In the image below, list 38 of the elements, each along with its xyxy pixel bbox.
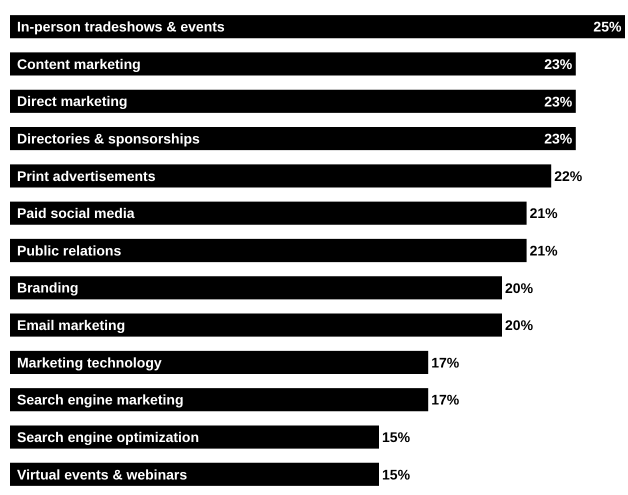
data-label: 25%: [593, 18, 622, 35]
y-tick-label: Public relations: [17, 242, 122, 258]
data-label: 22%: [554, 168, 583, 184]
data-label: 15%: [382, 429, 411, 446]
data-label: 17%: [431, 392, 460, 408]
y-tick-label: Email marketing: [17, 317, 126, 334]
y-tick-label: Print advertisements: [17, 168, 156, 184]
bar: [10, 164, 552, 188]
y-tick-label: In-person tradeshows & events: [17, 18, 225, 35]
data-label: 23%: [544, 130, 573, 147]
y-tick-label: Virtual events & webinars: [17, 466, 188, 482]
data-label: 20%: [505, 280, 534, 296]
data-label: 15%: [382, 466, 411, 482]
bar: [10, 238, 527, 262]
bar: [10, 462, 379, 486]
y-tick-label: Search engine optimization: [17, 428, 200, 445]
bar: [10, 202, 527, 225]
bar: [10, 388, 428, 412]
bar: [10, 276, 502, 300]
y-tick-label: Direct marketing: [17, 93, 128, 110]
bar: [10, 350, 428, 374]
bar: [10, 90, 576, 113]
bar: [10, 52, 576, 76]
y-tick-label: Paid social media: [17, 205, 135, 222]
data-label: 23%: [544, 56, 573, 72]
data-label: 17%: [431, 354, 460, 370]
y-tick-label: Search engine marketing: [17, 392, 184, 408]
y-tick-label: Directories & sponsorships: [17, 130, 200, 146]
bar: [10, 15, 625, 38]
y-tick-label: Marketing technology: [17, 354, 162, 370]
bar: [10, 127, 576, 150]
y-tick-label: Branding: [17, 280, 78, 296]
data-label: 21%: [530, 242, 558, 258]
data-label: 21%: [530, 205, 558, 222]
data-label: 20%: [505, 317, 534, 334]
bar: [10, 314, 502, 337]
y-tick-label: Content marketing: [17, 56, 141, 72]
data-label: 23%: [544, 93, 573, 110]
